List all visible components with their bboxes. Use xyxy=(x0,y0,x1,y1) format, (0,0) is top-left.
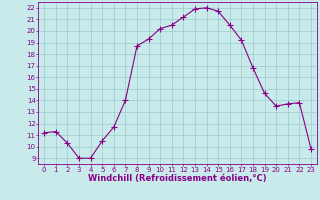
X-axis label: Windchill (Refroidissement éolien,°C): Windchill (Refroidissement éolien,°C) xyxy=(88,174,267,183)
